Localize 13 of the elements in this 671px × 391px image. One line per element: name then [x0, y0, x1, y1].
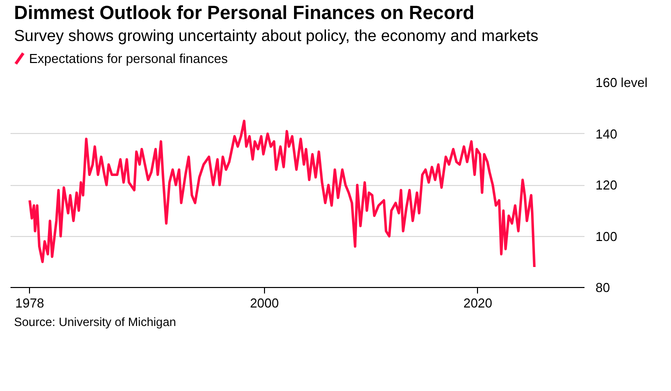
x-tick-label: 2000 [250, 296, 279, 310]
legend-label: Expectations for personal finances [28, 50, 228, 68]
x-tick-label: 2020 [463, 296, 492, 310]
source-note: Source: University of Michigan [14, 314, 176, 331]
chart-title: Dimmest Outlook for Personal Finances on Record [14, 2, 474, 26]
y-tick-label: 120 [596, 178, 618, 192]
y-tick-label: 140 [596, 126, 618, 142]
chart-subtitle: Survey shows growing uncertainty about policy, the economy and markets [14, 27, 538, 47]
y-tick-label: 80 [596, 280, 610, 295]
y-tick-label: 160 level [596, 75, 648, 90]
x-tick-label: 1978 [15, 296, 44, 310]
y-tick-label: 100 [596, 228, 618, 244]
line-series [28, 120, 536, 268]
